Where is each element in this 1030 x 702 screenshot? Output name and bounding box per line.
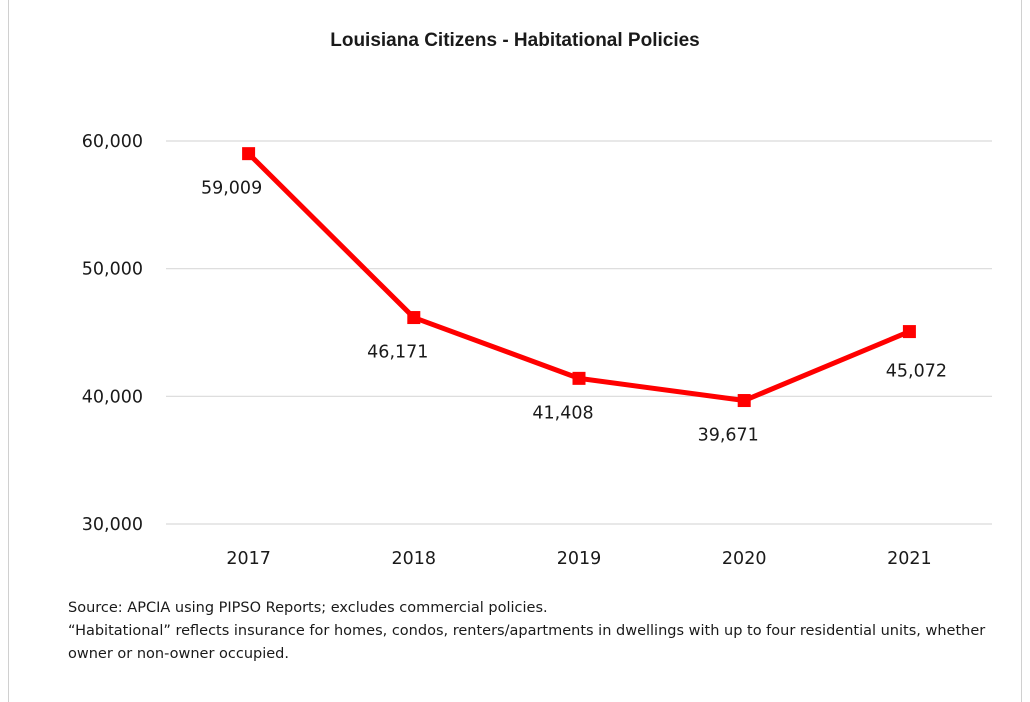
data-label: 45,072 <box>886 362 947 382</box>
data-point-marker <box>737 394 751 408</box>
data-labels: 59,009 46,171 41,408 39,671 45,072 <box>201 179 947 446</box>
x-tick-label: 2017 <box>226 549 271 569</box>
y-axis-tick-labels: 30,000 40,000 50,000 60,000 <box>82 132 143 535</box>
y-tick-label: 60,000 <box>82 132 143 152</box>
definition-note: “Habitational” reflects insurance for ho… <box>68 623 986 662</box>
x-tick-label: 2021 <box>887 549 932 569</box>
chart-notes: Source: APCIA using PIPSO Reports; exclu… <box>68 597 998 666</box>
source-note: Source: APCIA using PIPSO Reports; exclu… <box>68 600 548 616</box>
x-tick-label: 2019 <box>557 549 602 569</box>
data-label: 46,171 <box>367 343 428 363</box>
x-tick-label: 2020 <box>722 549 767 569</box>
y-tick-label: 50,000 <box>82 260 143 280</box>
data-point-marker <box>407 311 421 325</box>
chart-frame <box>8 0 1022 702</box>
data-label: 59,009 <box>201 179 262 199</box>
series-line <box>246 151 912 404</box>
data-point-marker <box>902 325 916 339</box>
series-line-path <box>246 151 912 404</box>
gridlines <box>166 140 992 525</box>
series-markers <box>242 147 916 408</box>
data-label: 39,671 <box>698 426 759 446</box>
data-point-marker <box>572 371 586 385</box>
y-tick-label: 30,000 <box>82 515 143 535</box>
data-label: 41,408 <box>532 403 593 423</box>
data-point-marker <box>242 147 256 161</box>
x-axis-tick-labels: 2017 2018 2019 2020 2021 <box>226 549 931 569</box>
x-tick-label: 2018 <box>392 549 437 569</box>
chart-title: Louisiana Citizens - Habitational Polici… <box>330 30 700 51</box>
y-tick-label: 40,000 <box>82 387 143 407</box>
